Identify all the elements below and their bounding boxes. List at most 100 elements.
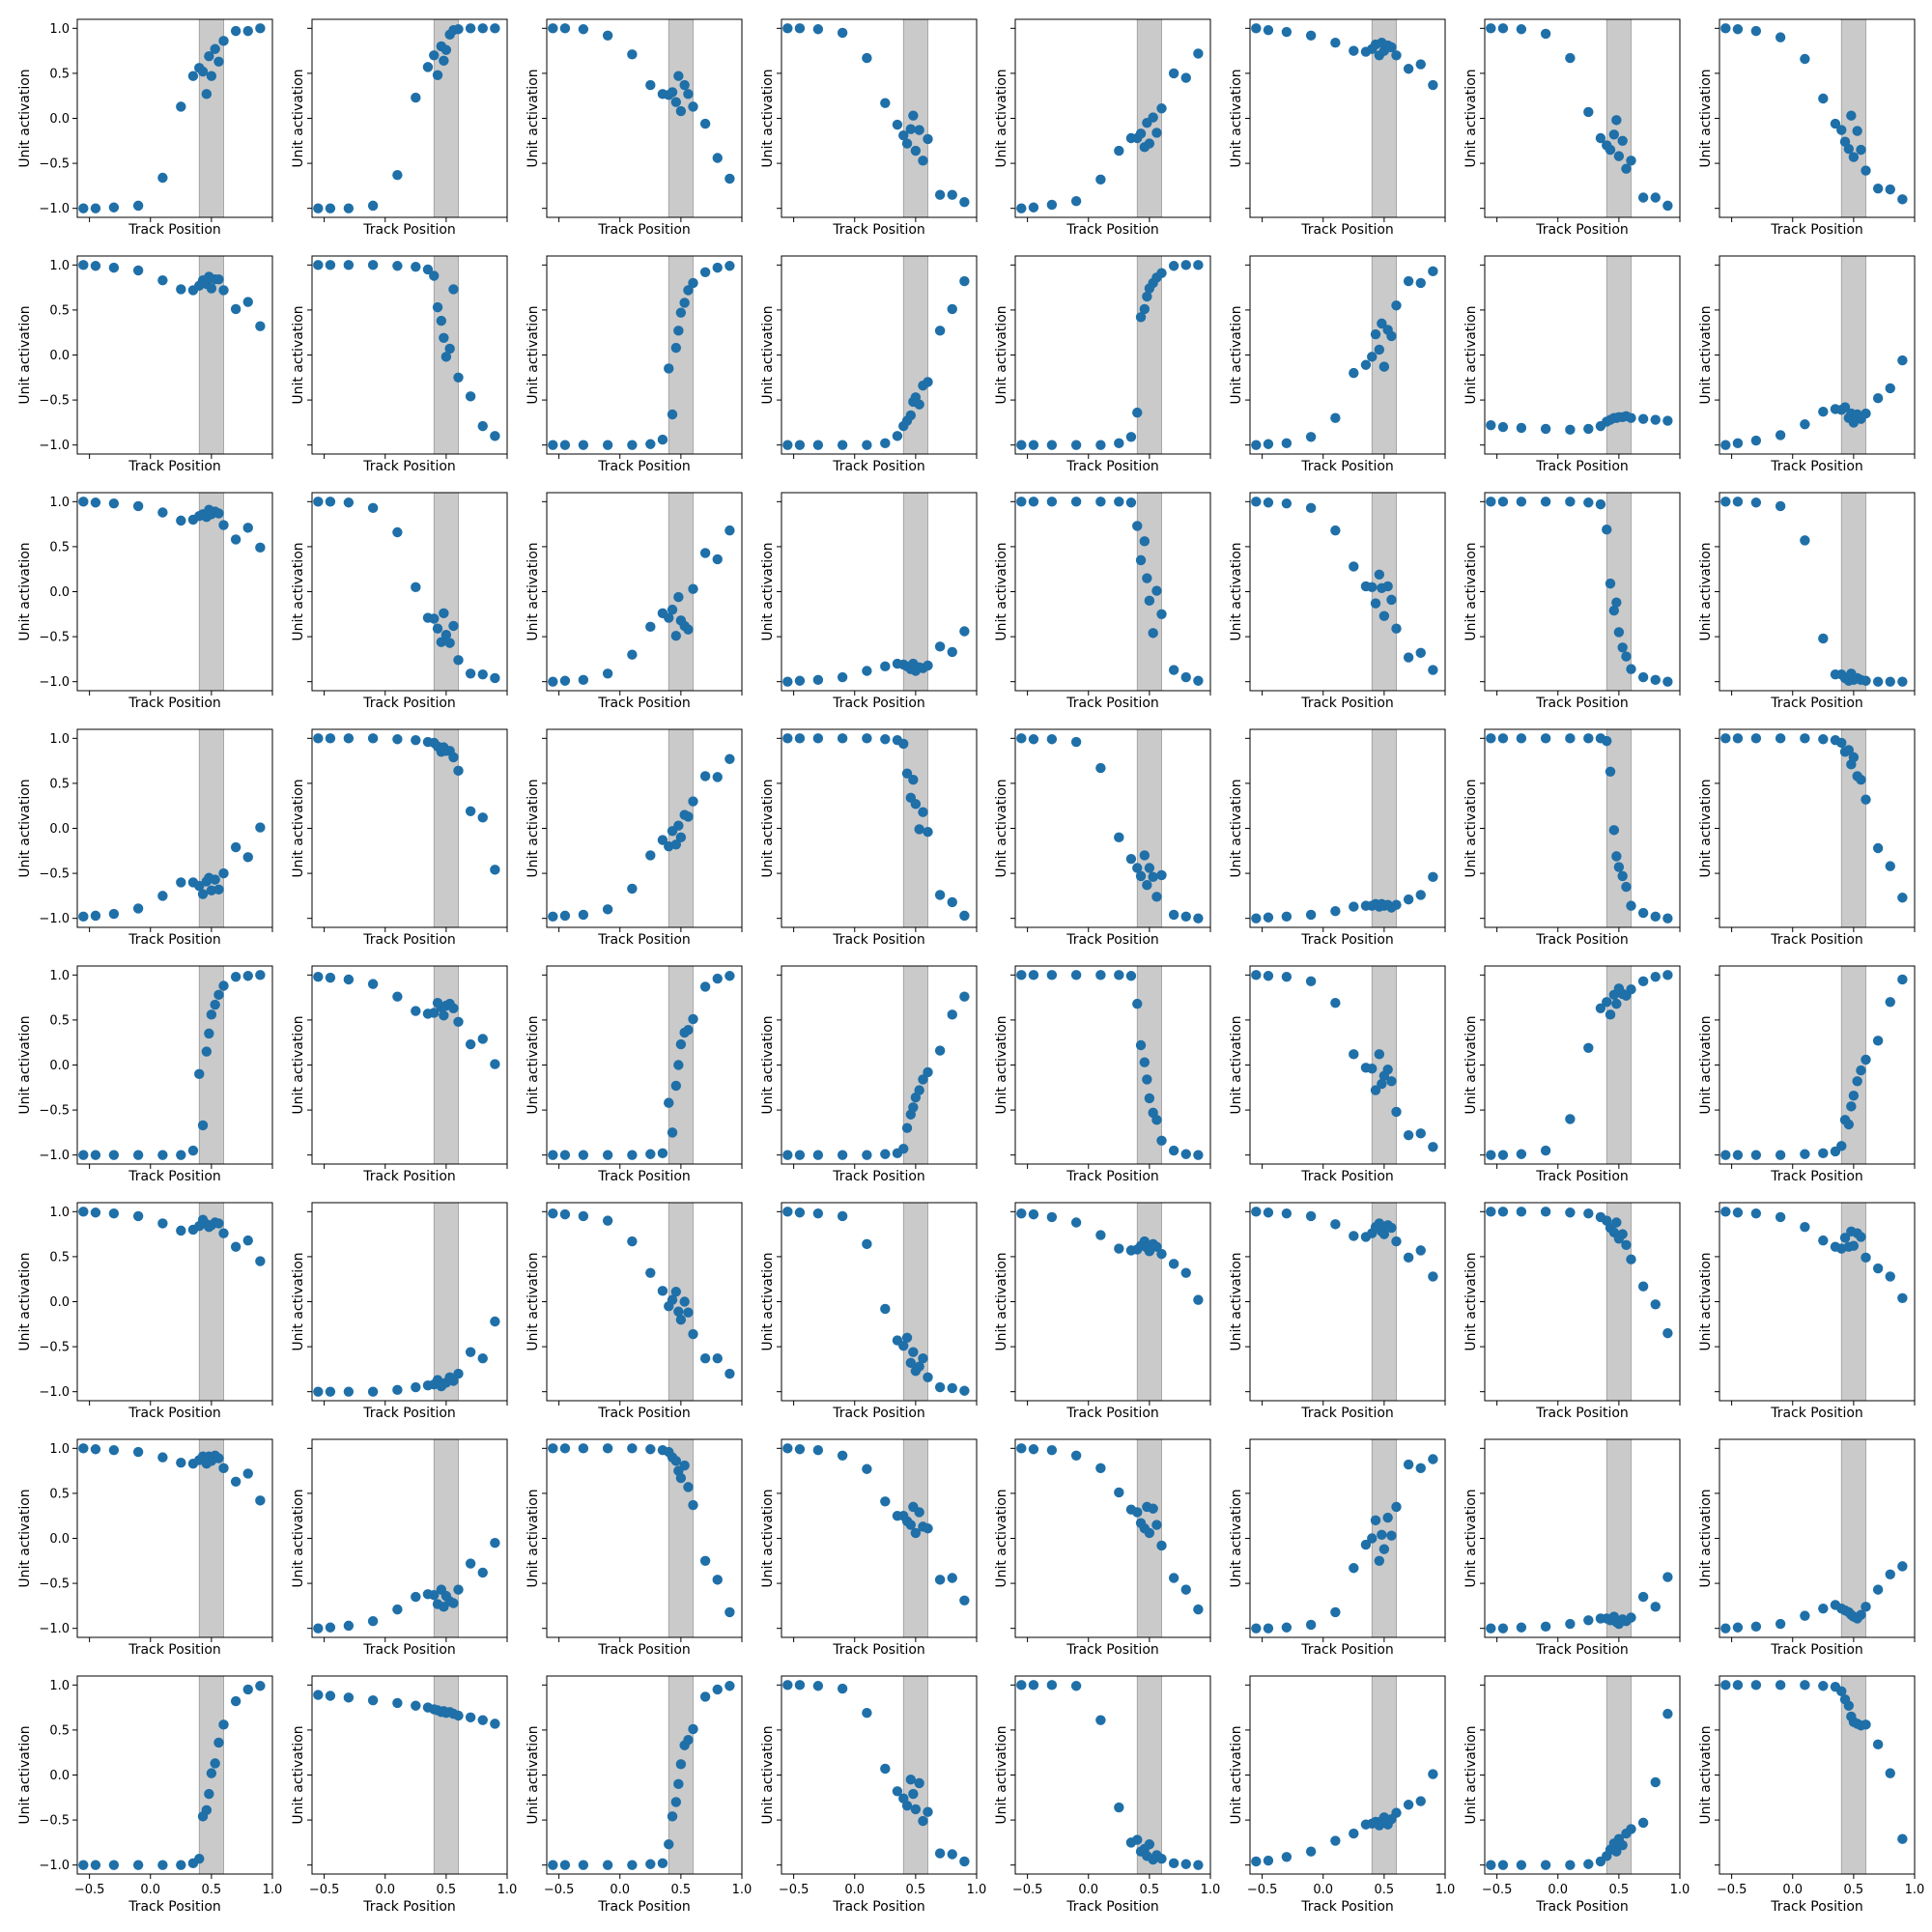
data-point xyxy=(959,991,970,1002)
data-point xyxy=(1818,1235,1829,1246)
data-point xyxy=(1486,1860,1496,1870)
data-point xyxy=(1180,671,1191,683)
data-point xyxy=(675,832,687,843)
data-point xyxy=(213,1218,224,1229)
data-point xyxy=(862,1150,872,1160)
panel-r3-c4: Track Position Unit activation xyxy=(760,492,978,711)
data-point xyxy=(934,1575,946,1585)
data-point xyxy=(1151,892,1162,902)
data-point xyxy=(782,1443,793,1454)
data-point xyxy=(1193,1294,1204,1305)
data-point xyxy=(465,23,476,34)
data-point xyxy=(1403,652,1414,663)
data-point xyxy=(1861,1719,1871,1730)
data-point xyxy=(439,332,449,343)
data-point xyxy=(1168,261,1179,271)
axes-frame xyxy=(1014,1438,1211,1638)
data-point xyxy=(1775,430,1786,440)
y-axis-label: Unit activation xyxy=(291,1725,306,1824)
data-point xyxy=(255,1681,266,1691)
data-point xyxy=(213,884,224,895)
data-point xyxy=(230,534,242,545)
data-point xyxy=(880,1149,891,1159)
data-point xyxy=(782,733,793,744)
axes-frame xyxy=(76,18,273,218)
axes-frame xyxy=(311,1675,508,1875)
data-point xyxy=(453,1584,464,1595)
y-axis-label: Unit activation xyxy=(291,779,306,877)
data-point xyxy=(794,733,806,744)
data-point xyxy=(1897,1833,1908,1844)
panel-r3-c2: Track Position Unit activation xyxy=(291,492,508,711)
x-tick-label: −0.5 xyxy=(74,1883,105,1897)
shaded-region xyxy=(1371,965,1397,1165)
axes-frame xyxy=(1014,255,1211,455)
y-axis-label: Unit activation xyxy=(291,1252,306,1350)
data-point xyxy=(429,50,440,61)
data-point xyxy=(1070,1217,1082,1228)
x-axis-label: Track Position xyxy=(597,696,691,711)
data-point xyxy=(1281,1208,1293,1219)
x-axis-label: Track Position xyxy=(1300,459,1394,474)
data-point xyxy=(837,1210,848,1222)
data-point xyxy=(1251,497,1262,507)
x-tick-label: 0.5 xyxy=(437,1883,457,1897)
data-point xyxy=(1846,1101,1857,1112)
panel-r3-c8: Track Position Unit activation xyxy=(1698,492,1916,711)
axes-frame xyxy=(546,965,743,1165)
data-point xyxy=(1848,152,1860,162)
y-tick-label: 0.0 xyxy=(49,585,70,600)
data-point xyxy=(242,971,253,981)
data-point xyxy=(465,391,476,402)
data-point xyxy=(1613,151,1625,161)
y-axis-label: Unit activation xyxy=(291,1489,306,1587)
x-axis-label: Track Position xyxy=(1065,1642,1159,1658)
data-point xyxy=(578,674,589,686)
data-point xyxy=(157,1860,168,1870)
data-point xyxy=(1861,1054,1871,1065)
axes-frame xyxy=(76,255,273,455)
data-point xyxy=(1193,1604,1204,1615)
data-point xyxy=(602,1443,613,1454)
data-point xyxy=(1281,911,1293,923)
y-axis-label: Unit activation xyxy=(17,779,33,877)
data-point xyxy=(1613,627,1625,638)
data-point xyxy=(422,264,434,275)
data-point xyxy=(242,852,253,863)
data-point xyxy=(411,582,421,593)
data-point xyxy=(392,991,403,1002)
data-point xyxy=(343,203,355,213)
data-point xyxy=(490,672,500,684)
x-axis-label: Track Position xyxy=(597,222,691,238)
data-point xyxy=(255,1495,266,1506)
y-axis-label: Unit activation xyxy=(1698,1015,1714,1114)
data-point xyxy=(627,883,638,895)
data-point xyxy=(1046,970,1058,980)
data-point xyxy=(1540,423,1551,435)
data-point xyxy=(670,1456,682,1466)
x-axis-label: Track Position xyxy=(1535,1642,1629,1658)
data-point xyxy=(1626,1612,1636,1623)
data-point xyxy=(1391,1501,1402,1513)
data-point xyxy=(548,1150,558,1160)
panel-r3-c3: Track Position Unit activation xyxy=(526,492,743,711)
data-point xyxy=(448,1376,459,1386)
x-tick-label: −0.5 xyxy=(1012,1883,1043,1897)
data-point xyxy=(898,130,909,141)
y-axis-label: Unit activation xyxy=(17,1252,33,1350)
data-point xyxy=(782,1150,793,1160)
data-point xyxy=(439,55,449,67)
data-point xyxy=(1720,440,1731,450)
data-point xyxy=(1637,413,1649,424)
panel-r8-c8: −0.5 0.0 0.5 1.0 Track Position Unit activati… xyxy=(1698,1675,1924,1915)
axes-frame xyxy=(76,1202,273,1402)
data-point xyxy=(1800,1221,1810,1233)
data-point xyxy=(959,1595,970,1605)
panel-r2-c6: Track Position Unit activation xyxy=(1229,255,1446,474)
data-point xyxy=(657,1286,668,1296)
data-point xyxy=(1540,1145,1551,1156)
data-point xyxy=(1720,1207,1731,1217)
x-axis-label: Track Position xyxy=(1770,696,1863,711)
data-point xyxy=(1516,1207,1527,1217)
data-point xyxy=(1144,1527,1155,1539)
